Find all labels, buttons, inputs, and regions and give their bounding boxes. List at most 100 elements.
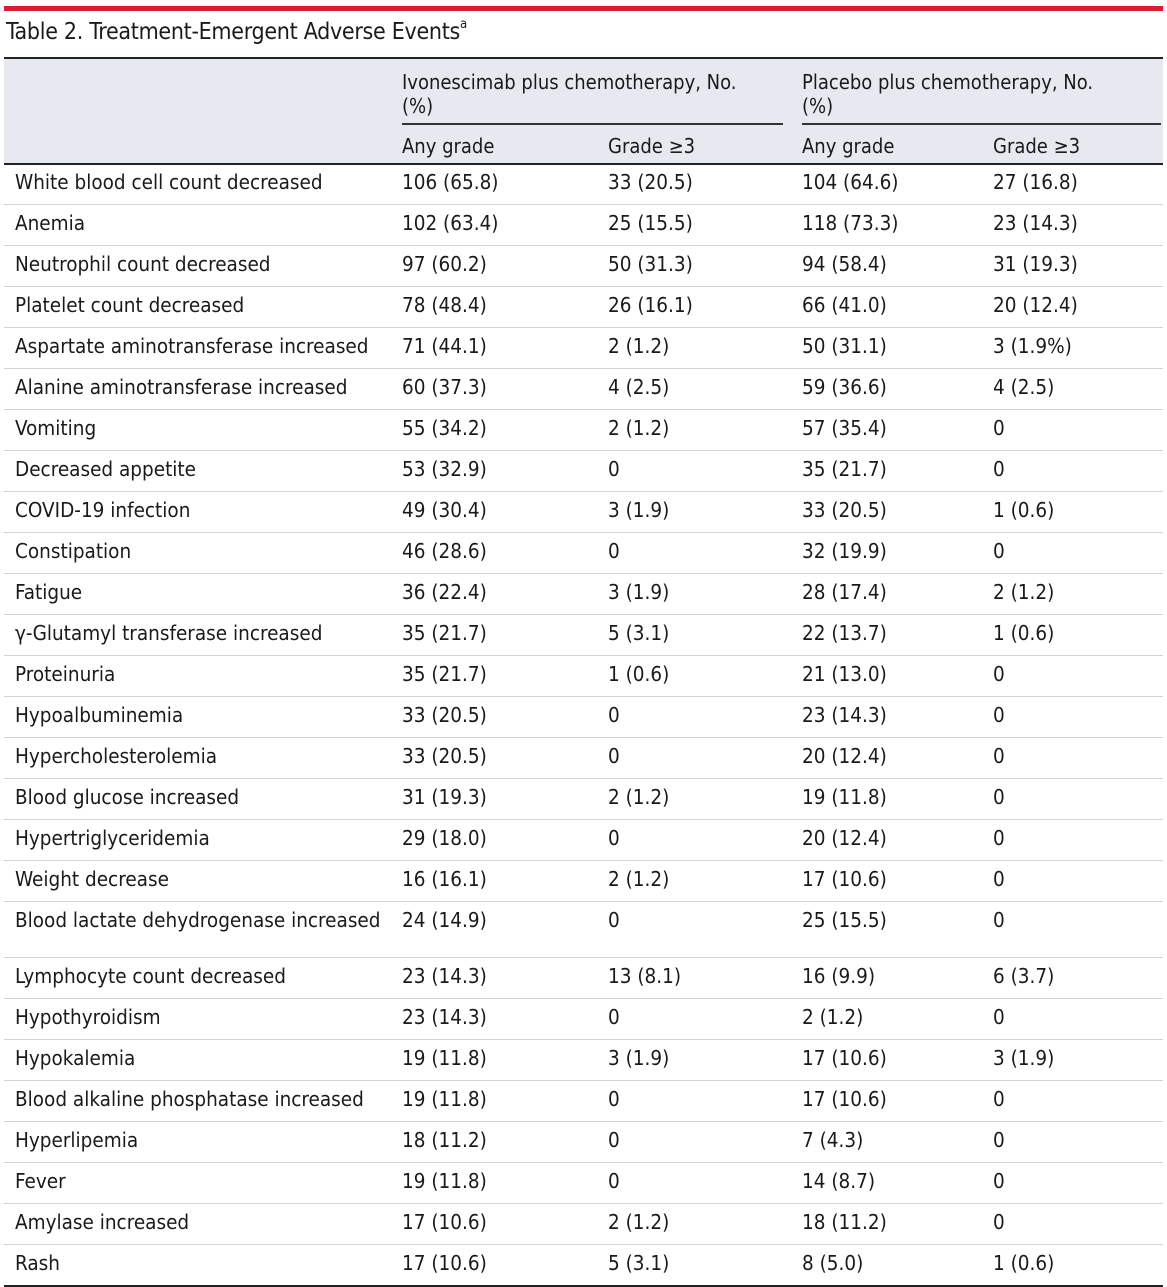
cell-pbo-any-grade: 57 (35.4) <box>802 416 887 440</box>
cell-pbo-grade3: 0 <box>993 826 1005 850</box>
cell-pbo-grade3: 0 <box>993 1005 1005 1029</box>
cell-ivo-grade3: 1 (0.6) <box>608 662 670 686</box>
table-body: White blood cell count decreased 106 (65.… <box>4 164 1163 1287</box>
cell-ivo-any-grade: 24 (14.9) <box>402 908 487 932</box>
table-row: Lymphocyte count decreased 23 (14.3) 13 (8… <box>4 958 1163 999</box>
table-row: Hypoalbuminemia 33 (20.5) 0 23 (14.3) 0 <box>4 697 1163 738</box>
cell-ivo-grade3: 0 <box>608 826 620 850</box>
cell-event-name: Proteinuria <box>15 662 116 686</box>
cell-pbo-any-grade: 33 (20.5) <box>802 498 887 522</box>
table-row: Aspartate aminotransferase increased 71 (… <box>4 328 1163 369</box>
table-row: γ-Glutamyl transferase increased 35 (21.7… <box>4 615 1163 656</box>
cell-pbo-grade3: 0 <box>993 539 1005 563</box>
cell-event-name: White blood cell count decreased <box>15 170 323 194</box>
cell-pbo-any-grade: 14 (8.7) <box>802 1169 876 1193</box>
table-row: Constipation 46 (28.6) 0 32 (19.9) 0 <box>4 533 1163 574</box>
cell-ivo-grade3: 0 <box>608 1128 620 1152</box>
table-row: Platelet count decreased 78 (48.4) 26 (16.… <box>4 287 1163 328</box>
cell-ivo-grade3: 26 (16.1) <box>608 293 693 317</box>
table-row: Fever 19 (11.8) 0 14 (8.7) 0 <box>4 1163 1163 1204</box>
cell-ivo-any-grade: 102 (63.4) <box>402 211 499 235</box>
cell-pbo-any-grade: 50 (31.1) <box>802 334 887 358</box>
cell-pbo-grade3: 0 <box>993 1169 1005 1193</box>
cell-pbo-grade3: 27 (16.8) <box>993 170 1078 194</box>
table-row: Hypokalemia 19 (11.8) 3 (1.9) 17 (10.6) 3 (1… <box>4 1040 1163 1081</box>
cell-ivo-grade3: 13 (8.1) <box>608 964 682 988</box>
table-title: Table 2. Treatment-Emergent Adverse Even… <box>6 17 467 45</box>
table-row: Alanine aminotransferase increased 60 (37… <box>4 369 1163 410</box>
table-row: White blood cell count decreased 106 (65.… <box>4 164 1163 205</box>
table-row: Hyperlipemia 18 (11.2) 0 7 (4.3) 0 <box>4 1122 1163 1163</box>
cell-ivo-grade3: 0 <box>608 457 620 481</box>
table-row: Decreased appetite 53 (32.9) 0 35 (21.7) 0 <box>4 451 1163 492</box>
cell-pbo-any-grade: 66 (41.0) <box>802 293 887 317</box>
cell-ivo-any-grade: 17 (10.6) <box>402 1251 487 1275</box>
cell-pbo-grade3: 0 <box>993 908 1005 932</box>
cell-ivo-grade3: 0 <box>608 1005 620 1029</box>
subheader-pbo-grade3: Grade ≥3 <box>993 134 1081 158</box>
cell-ivo-grade3: 2 (1.2) <box>608 867 670 891</box>
cell-pbo-any-grade: 59 (36.6) <box>802 375 887 399</box>
cell-event-name: Rash <box>15 1251 60 1275</box>
table-row: Amylase increased 17 (10.6) 2 (1.2) 18 (11.… <box>4 1204 1163 1245</box>
cell-pbo-grade3: 0 <box>993 703 1005 727</box>
cell-pbo-any-grade: 94 (58.4) <box>802 252 887 276</box>
cell-ivo-grade3: 0 <box>608 539 620 563</box>
table-row: Hypercholesterolemia 33 (20.5) 0 20 (12.4) 0 <box>4 738 1163 779</box>
cell-ivo-grade3: 3 (1.9) <box>608 498 670 522</box>
cell-event-name: Blood lactate dehydrogenase increased <box>15 908 381 932</box>
cell-event-name: Aspartate aminotransferase increased <box>15 334 369 358</box>
cell-pbo-any-grade: 25 (15.5) <box>802 908 887 932</box>
cell-event-name: Blood glucose increased <box>15 785 240 809</box>
cell-pbo-any-grade: 17 (10.6) <box>802 1087 887 1111</box>
cell-ivo-grade3: 2 (1.2) <box>608 785 670 809</box>
cell-ivo-grade3: 33 (20.5) <box>608 170 693 194</box>
cell-ivo-any-grade: 19 (11.8) <box>402 1169 487 1193</box>
cell-pbo-any-grade: 8 (5.0) <box>802 1251 864 1275</box>
table-row: Weight decrease 16 (16.1) 2 (1.2) 17 (10.6)… <box>4 861 1163 902</box>
cell-pbo-any-grade: 22 (13.7) <box>802 621 887 645</box>
cell-pbo-any-grade: 19 (11.8) <box>802 785 887 809</box>
cell-ivo-any-grade: 35 (21.7) <box>402 662 487 686</box>
table-row: Proteinuria 35 (21.7) 1 (0.6) 21 (13.0) 0 <box>4 656 1163 697</box>
cell-ivo-grade3: 2 (1.2) <box>608 1210 670 1234</box>
cell-ivo-any-grade: 71 (44.1) <box>402 334 487 358</box>
cell-ivo-grade3: 5 (3.1) <box>608 621 670 645</box>
cell-pbo-any-grade: 28 (17.4) <box>802 580 887 604</box>
cell-pbo-grade3: 0 <box>993 867 1005 891</box>
title-footnote-marker: a <box>460 17 467 32</box>
table-row: COVID-19 infection 49 (30.4) 3 (1.9) 33 (20… <box>4 492 1163 533</box>
cell-ivo-grade3: 0 <box>608 1169 620 1193</box>
cell-event-name: Lymphocyte count decreased <box>15 964 286 988</box>
cell-ivo-any-grade: 19 (11.8) <box>402 1046 487 1070</box>
cell-event-name: Fever <box>15 1169 66 1193</box>
cell-pbo-any-grade: 23 (14.3) <box>802 703 887 727</box>
cell-ivo-any-grade: 33 (20.5) <box>402 744 487 768</box>
cell-event-name: Blood alkaline phosphatase increased <box>15 1087 364 1111</box>
cell-ivo-grade3: 0 <box>608 908 620 932</box>
group-header-ivonescimab: Ivonescimab plus chemotherapy, No. (%) <box>402 70 737 118</box>
cell-pbo-grade3: 0 <box>993 1128 1005 1152</box>
cell-pbo-grade3: 0 <box>993 457 1005 481</box>
cell-event-name: Vomiting <box>15 416 97 440</box>
cell-ivo-any-grade: 23 (14.3) <box>402 1005 487 1029</box>
cell-ivo-any-grade: 46 (28.6) <box>402 539 487 563</box>
cell-event-name: Alanine aminotransferase increased <box>15 375 348 399</box>
cell-event-name: Anemia <box>15 211 86 235</box>
cell-ivo-grade3: 0 <box>608 744 620 768</box>
cell-ivo-grade3: 2 (1.2) <box>608 416 670 440</box>
cell-pbo-any-grade: 17 (10.6) <box>802 867 887 891</box>
cell-event-name: Hypokalemia <box>15 1046 136 1070</box>
cell-pbo-grade3: 3 (1.9%) <box>993 334 1072 358</box>
cell-pbo-grade3: 0 <box>993 662 1005 686</box>
cell-ivo-any-grade: 31 (19.3) <box>402 785 487 809</box>
cell-ivo-any-grade: 35 (21.7) <box>402 621 487 645</box>
cell-pbo-grade3: 0 <box>993 1210 1005 1234</box>
cell-ivo-grade3: 4 (2.5) <box>608 375 670 399</box>
cell-event-name: Hypoalbuminemia <box>15 703 184 727</box>
cell-pbo-grade3: 0 <box>993 785 1005 809</box>
cell-pbo-any-grade: 20 (12.4) <box>802 826 887 850</box>
table-row: Anemia 102 (63.4) 25 (15.5) 118 (73.3) 23 (1… <box>4 205 1163 246</box>
cell-pbo-grade3: 20 (12.4) <box>993 293 1078 317</box>
cell-event-name: Neutrophil count decreased <box>15 252 271 276</box>
